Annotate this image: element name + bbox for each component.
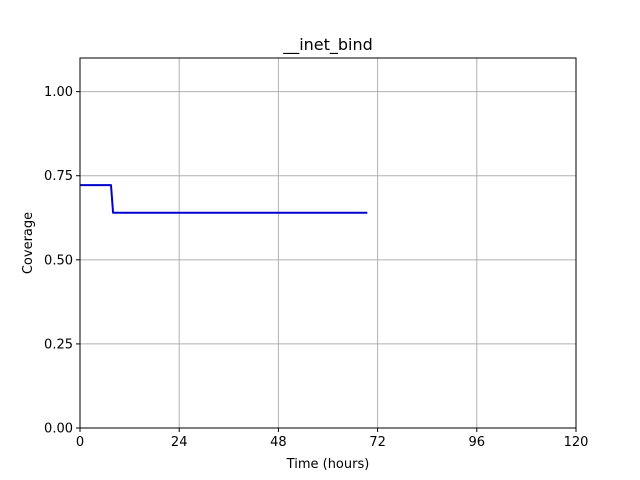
y-axis-label: Coverage [21, 212, 36, 274]
series-line [80, 184, 368, 214]
y-axis: 0.00 0.25 0.50 0.75 1.00 [44, 85, 80, 437]
y-tick-label: 0.75 [44, 169, 73, 184]
x-axis-label: Time (hours) [286, 457, 370, 472]
x-tick-label: 48 [270, 435, 287, 450]
x-tick-label: 120 [564, 435, 589, 450]
y-tick-label: 0.50 [44, 253, 73, 268]
x-tick-label: 96 [469, 435, 486, 450]
y-tick-label: 0.25 [44, 337, 73, 352]
x-axis: 0 24 48 72 96 120 [76, 428, 589, 450]
chart-title: __inet_bind [282, 35, 373, 55]
series-layer [80, 184, 368, 214]
x-tick-label: 72 [369, 435, 386, 450]
x-tick-label: 0 [76, 435, 84, 450]
plot-frame [79, 57, 577, 429]
x-tick-label: 24 [171, 435, 188, 450]
y-tick-label: 0.00 [44, 422, 73, 437]
y-tick-label: 1.00 [44, 85, 73, 100]
